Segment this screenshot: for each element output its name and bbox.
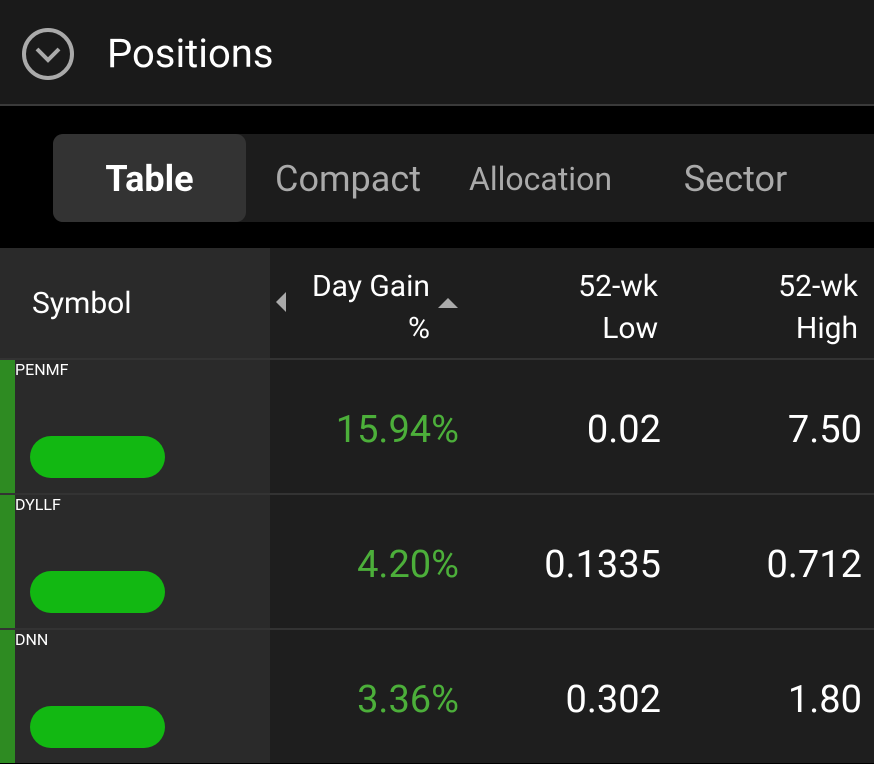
column-header[interactable]: Symbol <box>0 248 270 358</box>
column-header[interactable]: 52-wk High <box>778 269 858 346</box>
tab[interactable]: Compact <box>275 158 421 200</box>
day-gain: 3.36% <box>357 678 459 722</box>
symbol-cell: DNN <box>0 630 270 763</box>
tab[interactable]: Sector <box>683 158 788 200</box>
low-52wk: 0.1335 <box>544 543 661 587</box>
high-52wk: 0.712 <box>766 543 862 587</box>
low-52wk: 0.302 <box>565 678 661 722</box>
table-row[interactable]: PENMF 15.94% 0.02 7.50 <box>0 358 874 493</box>
sort-up-icon <box>438 298 458 308</box>
table-row[interactable]: DNN 3.36% 0.302 1.80 <box>0 628 874 763</box>
symbol: DYLLF <box>15 495 61 514</box>
redaction <box>30 436 165 478</box>
sort-left-icon <box>276 292 286 312</box>
header-row: Symbol Day Gain % 52-wk Low 52-wk High <box>0 248 874 358</box>
tab[interactable]: Allocation <box>468 160 612 198</box>
collapse-icon[interactable] <box>20 26 76 82</box>
day-gain: 15.94% <box>335 408 459 452</box>
redaction <box>30 571 165 613</box>
column-header[interactable]: 52-wk Low <box>578 269 658 346</box>
table-row[interactable]: DYLLF 4.20% 0.1335 0.712 <box>0 493 874 628</box>
header: Positions <box>0 0 874 106</box>
low-52wk: 0.02 <box>586 408 661 452</box>
symbol: DNN <box>15 630 49 649</box>
column-header[interactable]: Day Gain % <box>311 269 430 346</box>
tab[interactable]: Table <box>53 134 246 222</box>
tab-bar: Table Compact Allocation Sector <box>53 134 874 222</box>
symbol: PENMF <box>15 360 69 379</box>
day-gain: 4.20% <box>357 543 459 587</box>
symbol-cell: PENMF <box>0 360 270 493</box>
title: Positions <box>107 30 274 77</box>
high-52wk: 1.80 <box>787 678 862 722</box>
symbol-cell: DYLLF <box>0 495 270 628</box>
high-52wk: 7.50 <box>787 408 862 452</box>
redaction <box>30 706 165 748</box>
